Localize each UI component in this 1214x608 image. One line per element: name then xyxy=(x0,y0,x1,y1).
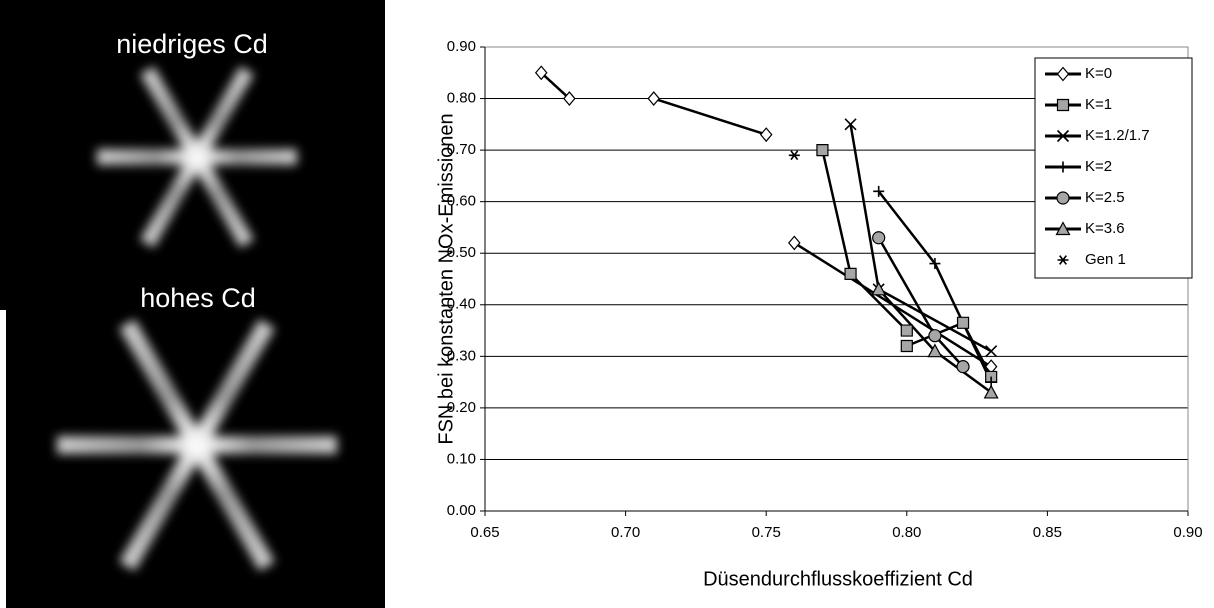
marker xyxy=(844,267,857,280)
spray-low xyxy=(97,66,297,248)
marker xyxy=(759,127,773,143)
marker xyxy=(900,324,913,337)
marker xyxy=(985,345,998,358)
marker xyxy=(871,281,887,296)
series-line xyxy=(849,124,992,353)
marker xyxy=(956,316,970,329)
x-axis-label: Düsendurchflusskoeffizient Cd xyxy=(703,568,973,590)
y-tick-label: 0.30 xyxy=(447,347,476,364)
marker xyxy=(1056,66,1070,82)
y-tick-label: 0.50 xyxy=(447,244,476,261)
marker xyxy=(927,343,943,358)
x-tick-label: 0.80 xyxy=(892,524,921,541)
photo-label: niedriges Cd xyxy=(116,29,268,59)
x-tick-label: 0.70 xyxy=(611,524,640,541)
marker xyxy=(1057,255,1069,265)
marker xyxy=(1055,221,1071,236)
marker xyxy=(1057,161,1069,173)
y-tick-label: 0.90 xyxy=(447,38,476,55)
marker xyxy=(1056,98,1070,112)
marker xyxy=(900,339,913,353)
y-tick-label: 0.80 xyxy=(447,90,476,107)
legend-label: K=0 xyxy=(1085,65,1112,82)
photo-label: hohes Cd xyxy=(140,283,256,313)
y-tick-label: 0.00 xyxy=(447,502,476,519)
marker xyxy=(563,91,576,106)
y-tick-label: 0.10 xyxy=(447,450,476,467)
legend-label: K=3.6 xyxy=(1085,220,1125,237)
marker xyxy=(928,329,942,343)
y-tick-label: 0.70 xyxy=(447,141,476,158)
y-tick-label: 0.40 xyxy=(447,296,476,313)
y-tick-label: 0.20 xyxy=(447,399,476,416)
marker xyxy=(1056,191,1070,205)
x-tick-label: 0.85 xyxy=(1033,524,1062,541)
marker xyxy=(534,65,548,81)
marker xyxy=(816,144,829,157)
marker xyxy=(956,360,970,374)
legend-label: K=1 xyxy=(1085,96,1112,113)
y-axis-label: FSN bei konstanten NOx-Emissionen xyxy=(435,113,457,444)
x-tick-label: 0.75 xyxy=(752,524,781,541)
legend-label: Gen 1 xyxy=(1085,251,1126,268)
legend-label: K=2.5 xyxy=(1085,189,1125,206)
legend-label: K=2 xyxy=(1085,158,1112,175)
marker xyxy=(929,258,941,270)
marker xyxy=(873,185,885,197)
marker xyxy=(1056,129,1070,143)
marker xyxy=(788,150,800,161)
marker xyxy=(983,384,999,399)
legend-box xyxy=(1034,57,1193,279)
legend-label: K=1.2/1.7 xyxy=(1085,127,1150,144)
marker xyxy=(788,235,801,251)
marker xyxy=(844,118,857,131)
spray-high xyxy=(57,319,337,571)
marker xyxy=(647,91,661,106)
x-tick-label: 0.90 xyxy=(1173,524,1202,541)
x-tick-label: 0.65 xyxy=(470,524,499,541)
marker xyxy=(872,231,886,245)
series-line xyxy=(540,71,992,368)
y-tick-label: 0.60 xyxy=(447,193,476,210)
